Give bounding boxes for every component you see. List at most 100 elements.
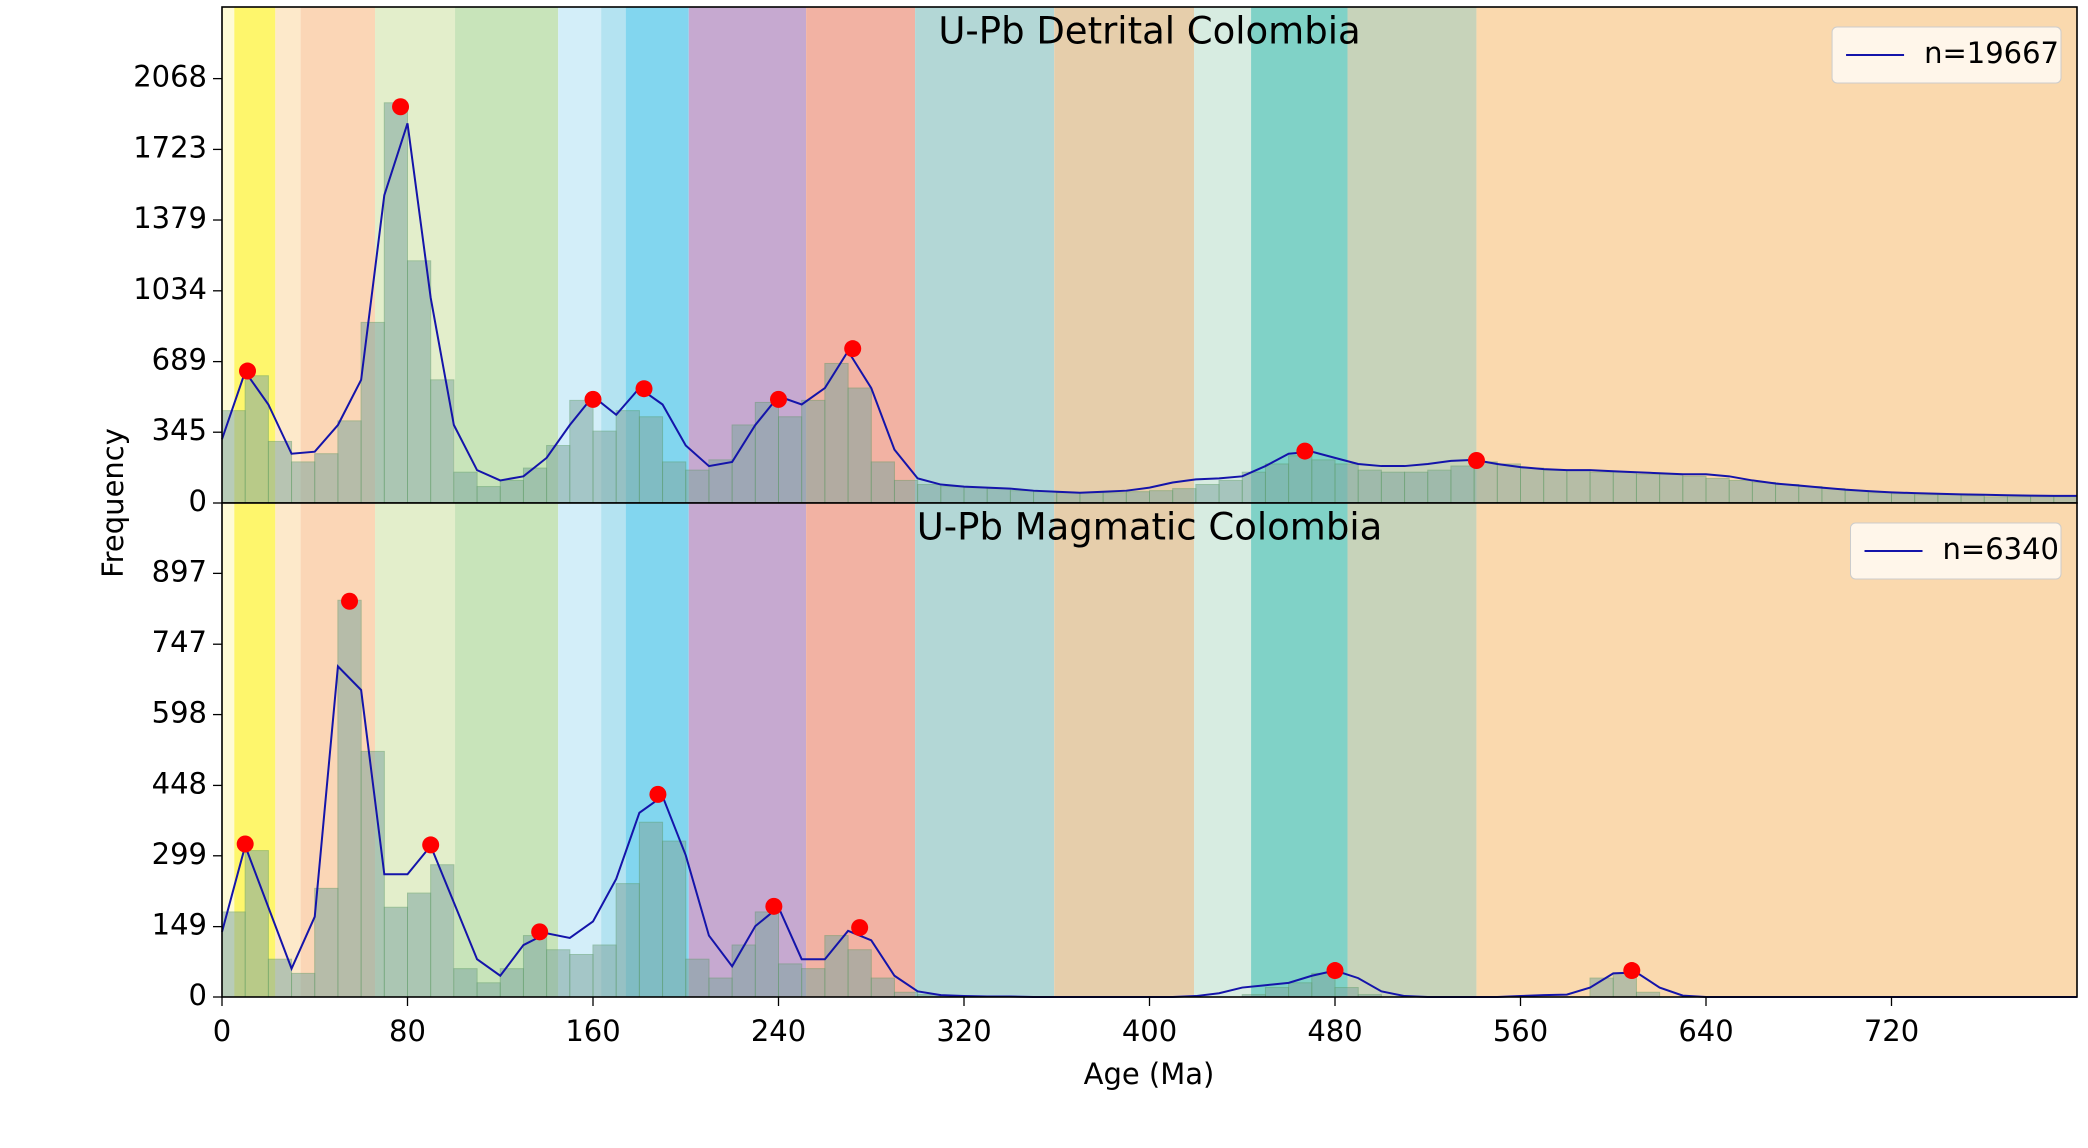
- histogram-bar: [1033, 491, 1058, 504]
- y-tick-label: 747: [152, 625, 207, 659]
- histogram-bar: [1520, 467, 1545, 504]
- legend-box: [1850, 522, 2062, 580]
- histogram-bar: [801, 399, 826, 504]
- chart-title: U-Pb Magmatic Colombia: [917, 506, 1383, 549]
- x-tick-label: 240: [751, 1014, 806, 1048]
- histogram-bar: [569, 953, 594, 998]
- histogram-bar: [407, 892, 432, 998]
- time-band: [1054, 7, 1195, 503]
- histogram-bar: [731, 944, 756, 998]
- histogram-bar: [1844, 490, 1869, 504]
- x-tick-label: 560: [1493, 1014, 1548, 1048]
- histogram-bar: [662, 840, 687, 998]
- peak-marker: [531, 923, 549, 941]
- histogram-bar: [1705, 477, 1730, 504]
- histogram-bar: [1983, 496, 2008, 504]
- histogram-bar: [1334, 987, 1359, 998]
- histogram-bar: [1635, 473, 1661, 504]
- legend-label: n=6340: [1943, 532, 2059, 566]
- time-band: [1194, 7, 1252, 503]
- histogram-bar: [801, 968, 826, 998]
- histogram-bar: [1125, 491, 1150, 504]
- histogram-bar: [499, 968, 524, 998]
- histogram-bar: [407, 260, 432, 504]
- histogram-bar: [1056, 492, 1081, 504]
- peak-marker: [844, 340, 862, 358]
- x-tick-label: 0: [213, 1014, 231, 1048]
- x-tick-label: 400: [1122, 1014, 1177, 1048]
- histogram-bar: [1589, 471, 1614, 504]
- peak-marker: [584, 390, 602, 408]
- histogram-bar: [314, 887, 339, 998]
- histogram-bar: [963, 487, 988, 504]
- time-band: [455, 503, 559, 997]
- time-band: [558, 503, 602, 997]
- histogram-bar: [1775, 484, 1800, 504]
- y-tick-label: 897: [152, 554, 207, 588]
- histogram-bar: [1079, 492, 1104, 504]
- peak-marker: [392, 98, 410, 116]
- peak-marker: [236, 835, 254, 853]
- histogram-bar: [1288, 455, 1313, 504]
- y-tick-label: 1034: [133, 272, 207, 306]
- histogram-bar: [1334, 463, 1359, 504]
- histogram-bar: [2053, 496, 2078, 504]
- histogram-bar: [1264, 987, 1290, 998]
- y-tick-label: 149: [152, 908, 207, 942]
- histogram-bar: [221, 410, 246, 504]
- histogram-bar: [1264, 463, 1290, 504]
- histogram-bar: [1891, 493, 1916, 504]
- histogram-bar: [1450, 465, 1475, 504]
- histogram-bar: [1543, 469, 1568, 504]
- histogram-bar: [1172, 488, 1197, 504]
- histogram-bar: [917, 484, 942, 504]
- peak-marker: [1467, 452, 1485, 470]
- time-band: [1251, 7, 1348, 503]
- peak-marker: [1296, 442, 1314, 460]
- histogram-bar: [731, 424, 756, 504]
- y-tick-label: 0: [189, 484, 207, 518]
- histogram-bar: [778, 963, 803, 998]
- histogram-bar: [1195, 484, 1220, 504]
- histogram-bar: [499, 479, 524, 504]
- peak-marker: [635, 380, 653, 398]
- histogram-bar: [1009, 490, 1035, 504]
- axes-frame: [221, 502, 2078, 998]
- histogram-bar: [1728, 479, 1753, 504]
- legend-box: [1831, 26, 2062, 84]
- x-tick-label: 720: [1864, 1014, 1919, 1048]
- histogram-bar: [1612, 471, 1637, 504]
- y-axis-label: Frequency: [96, 428, 130, 578]
- time-band: [1251, 503, 1348, 997]
- histogram-bar: [847, 387, 872, 504]
- histogram-bar: [1496, 463, 1521, 504]
- y-tick-label: 0: [189, 978, 207, 1012]
- histogram-bar: [893, 479, 919, 504]
- x-tick-label: 640: [1678, 1014, 1733, 1048]
- time-band: [455, 7, 559, 503]
- histogram-bar: [569, 399, 594, 504]
- time-band: [915, 503, 1055, 997]
- histogram-bar: [221, 911, 246, 998]
- y-tick-label: 448: [152, 766, 207, 800]
- histogram-bar: [986, 488, 1011, 504]
- histogram-bar: [592, 944, 617, 998]
- peak-marker: [765, 897, 783, 915]
- time-band: [1347, 503, 1477, 997]
- histogram-bar: [476, 982, 501, 998]
- histogram-bar: [1404, 471, 1429, 504]
- y-tick-label: 598: [152, 696, 207, 730]
- histogram-bar: [662, 461, 687, 504]
- y-tick-label: 689: [152, 343, 207, 377]
- legend: n=19667: [1831, 26, 2062, 84]
- y-tick-label: 2068: [133, 60, 207, 94]
- peak-marker: [422, 836, 440, 854]
- time-band: [1194, 503, 1252, 997]
- histogram-bar: [522, 935, 548, 998]
- histogram-bar: [1960, 495, 1985, 504]
- time-band: [915, 7, 1055, 503]
- y-tick-label: 345: [152, 413, 207, 447]
- histogram-bar: [1659, 473, 1684, 504]
- x-tick-label: 480: [1307, 1014, 1362, 1048]
- x-tick-label: 320: [936, 1014, 991, 1048]
